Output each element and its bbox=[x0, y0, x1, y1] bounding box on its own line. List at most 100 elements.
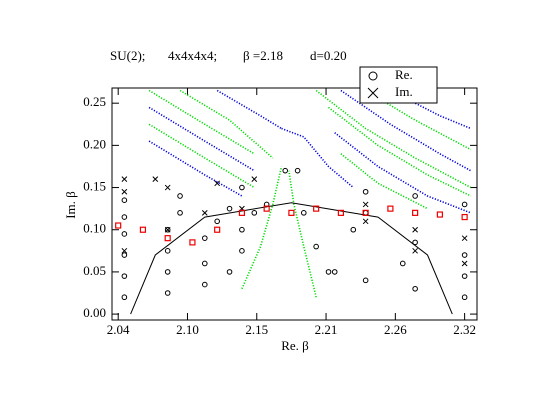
circle-point bbox=[325, 269, 332, 275]
dotted-curve bbox=[328, 106, 472, 197]
legend-box bbox=[359, 66, 438, 104]
circle-point bbox=[362, 188, 369, 195]
circle-point bbox=[461, 294, 468, 301]
dotted-curve bbox=[340, 153, 428, 210]
x-point bbox=[121, 247, 128, 254]
circle-point bbox=[362, 210, 369, 216]
x-tick-label: 2.04 bbox=[107, 322, 130, 337]
dotted-curve bbox=[241, 166, 283, 290]
circle-point bbox=[412, 285, 418, 292]
circle-point bbox=[121, 214, 128, 220]
x-point bbox=[201, 210, 208, 216]
dotted-curve bbox=[148, 89, 255, 155]
y-axis-label: Im. β bbox=[63, 191, 78, 219]
square-point bbox=[115, 222, 122, 229]
circle-point bbox=[201, 235, 208, 241]
x-tick-label: 2.32 bbox=[453, 322, 476, 337]
dotted-curve bbox=[315, 89, 472, 189]
circle-point bbox=[239, 226, 245, 233]
square-point bbox=[461, 213, 468, 221]
legend-label: Im. bbox=[395, 84, 413, 99]
x-point bbox=[412, 226, 418, 233]
x-tick-label: 2.10 bbox=[176, 322, 199, 337]
dotted-curve bbox=[281, 127, 354, 189]
x-point bbox=[152, 176, 159, 182]
title-part: d=0.20 bbox=[310, 48, 347, 63]
circle-point bbox=[461, 201, 468, 208]
circle-point bbox=[461, 273, 468, 279]
title-part: SU(2); bbox=[110, 48, 145, 63]
circle-point bbox=[177, 210, 183, 216]
circle-point bbox=[226, 269, 233, 275]
dotted-curve bbox=[148, 106, 255, 172]
square-point bbox=[189, 239, 196, 246]
x-point bbox=[214, 180, 221, 187]
square-point bbox=[214, 226, 221, 233]
curve bbox=[130, 202, 453, 315]
y-tick-label: 0.25 bbox=[83, 94, 106, 109]
circle-point bbox=[164, 290, 171, 296]
circle-point bbox=[164, 269, 171, 275]
square-point bbox=[288, 209, 295, 216]
circle-point bbox=[239, 184, 245, 191]
x-point bbox=[164, 226, 171, 233]
circle-point bbox=[350, 226, 357, 233]
x-point bbox=[121, 188, 128, 195]
x-axis-label: Re. β bbox=[281, 338, 309, 353]
y-tick-label: 0.10 bbox=[83, 221, 106, 236]
circle-point bbox=[177, 193, 183, 199]
x-point bbox=[461, 235, 468, 242]
circle-point bbox=[121, 197, 128, 204]
circle-point bbox=[300, 210, 307, 216]
dotted-curve bbox=[340, 89, 472, 172]
circle-point bbox=[251, 210, 258, 216]
square-point bbox=[313, 205, 320, 212]
circle-point bbox=[121, 273, 128, 279]
circle-point bbox=[399, 260, 406, 267]
y-tick-label: 0.00 bbox=[83, 305, 106, 320]
circle-point bbox=[164, 248, 171, 254]
circle-point bbox=[461, 252, 468, 258]
x-point bbox=[362, 218, 369, 225]
x-point bbox=[461, 260, 468, 267]
x-tick-label: 2.21 bbox=[315, 322, 338, 337]
circle-point bbox=[412, 193, 418, 199]
circle-point bbox=[164, 226, 171, 233]
square-point bbox=[164, 235, 171, 242]
square-point bbox=[412, 209, 419, 216]
circle-point bbox=[412, 239, 418, 246]
square-point bbox=[337, 209, 344, 216]
x-point bbox=[362, 201, 369, 208]
dotted-curve bbox=[288, 170, 317, 298]
circle-point bbox=[239, 248, 245, 254]
legend-marker bbox=[368, 71, 378, 81]
square-point bbox=[387, 205, 394, 212]
x-point bbox=[121, 176, 128, 182]
dotted-curve bbox=[148, 123, 255, 189]
circle-point bbox=[362, 277, 369, 284]
x-tick-label: 2.15 bbox=[245, 322, 268, 337]
circle-point bbox=[331, 269, 338, 275]
dotted-curve bbox=[179, 89, 274, 159]
circle-point bbox=[294, 167, 301, 174]
square-point bbox=[238, 209, 246, 216]
x-point bbox=[251, 176, 258, 182]
circle-point bbox=[201, 281, 208, 288]
title-part: 4x4x4x4; bbox=[168, 48, 217, 63]
x-point bbox=[164, 184, 171, 191]
circle-point bbox=[121, 252, 128, 258]
y-tick-label: 0.15 bbox=[83, 179, 106, 194]
square-point bbox=[362, 209, 369, 216]
circle-point bbox=[214, 218, 220, 225]
circle-point bbox=[226, 205, 233, 212]
circle-point bbox=[313, 243, 319, 250]
dotted-curve bbox=[148, 140, 243, 197]
dotted-curve bbox=[334, 132, 472, 214]
circle-point bbox=[201, 260, 208, 267]
x-point bbox=[412, 247, 418, 254]
y-tick-label: 0.05 bbox=[83, 263, 106, 278]
legend-marker bbox=[367, 87, 379, 99]
square-point bbox=[139, 226, 147, 233]
